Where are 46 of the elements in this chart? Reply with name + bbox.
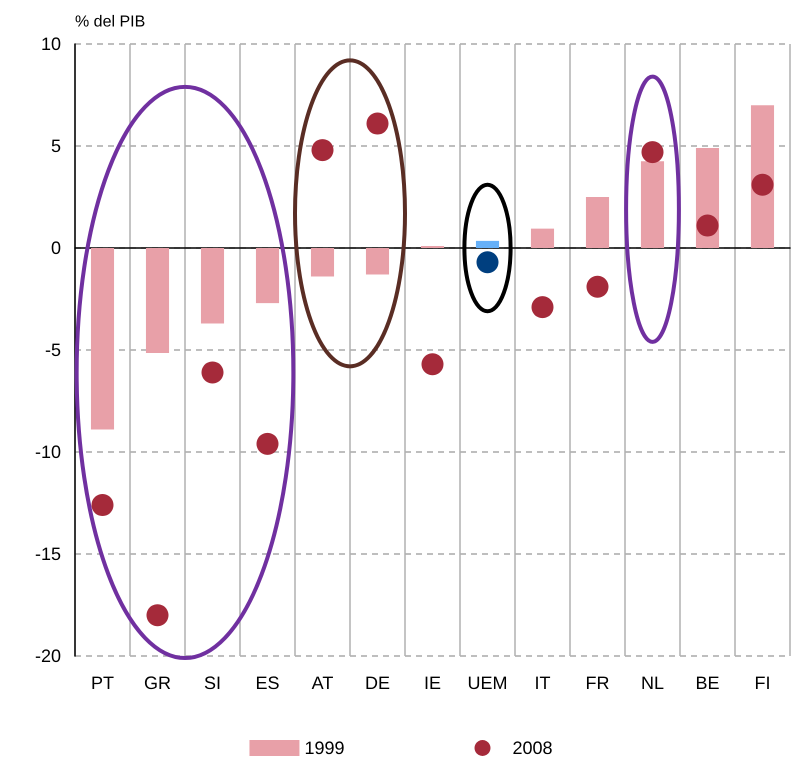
bar bbox=[310, 248, 334, 277]
y-tick-label: 5 bbox=[50, 136, 61, 156]
point bbox=[752, 174, 774, 196]
point bbox=[312, 139, 334, 162]
point bbox=[366, 112, 388, 135]
x-tick-label: ES bbox=[255, 673, 280, 693]
bar bbox=[256, 248, 280, 304]
x-tick-label: DE bbox=[364, 673, 390, 693]
y-axis-title: % del PIB bbox=[75, 14, 146, 30]
x-tick-label: FR bbox=[586, 673, 610, 693]
x-tick-label: IE bbox=[424, 673, 442, 693]
bar bbox=[586, 197, 610, 248]
bar bbox=[200, 248, 224, 324]
bar bbox=[146, 248, 170, 354]
x-tick-label: NL bbox=[640, 673, 664, 693]
point bbox=[586, 276, 608, 298]
point bbox=[256, 432, 278, 455]
x-tick-label: FI bbox=[754, 673, 770, 693]
point bbox=[532, 296, 554, 318]
bar bbox=[366, 248, 390, 275]
bar bbox=[640, 161, 664, 248]
point bbox=[92, 494, 114, 516]
point bbox=[422, 353, 444, 376]
x-tick-label: GR bbox=[144, 673, 171, 693]
y-tick-label: -15 bbox=[34, 544, 61, 564]
bar bbox=[530, 228, 554, 248]
x-tick-label: BE bbox=[695, 673, 720, 693]
point bbox=[642, 141, 664, 164]
x-tick-label: UEM bbox=[468, 673, 508, 693]
bar bbox=[90, 248, 114, 430]
y-tick-label: -10 bbox=[34, 442, 61, 462]
x-tick-label: PT bbox=[90, 673, 114, 693]
point bbox=[476, 251, 498, 274]
point bbox=[202, 361, 224, 384]
legend-label: 1999 bbox=[304, 738, 345, 758]
x-tick-label: AT bbox=[312, 673, 334, 693]
legend-label: 2008 bbox=[512, 738, 553, 758]
bar bbox=[476, 240, 500, 248]
x-tick-label: IT bbox=[534, 673, 550, 693]
point bbox=[696, 214, 718, 237]
y-tick-label: -20 bbox=[34, 646, 61, 666]
point bbox=[146, 604, 168, 626]
y-tick-label: 10 bbox=[40, 34, 61, 54]
y-tick-label: 0 bbox=[50, 238, 61, 258]
x-tick-label: SI bbox=[204, 673, 222, 693]
y-tick-label: -5 bbox=[44, 340, 61, 360]
